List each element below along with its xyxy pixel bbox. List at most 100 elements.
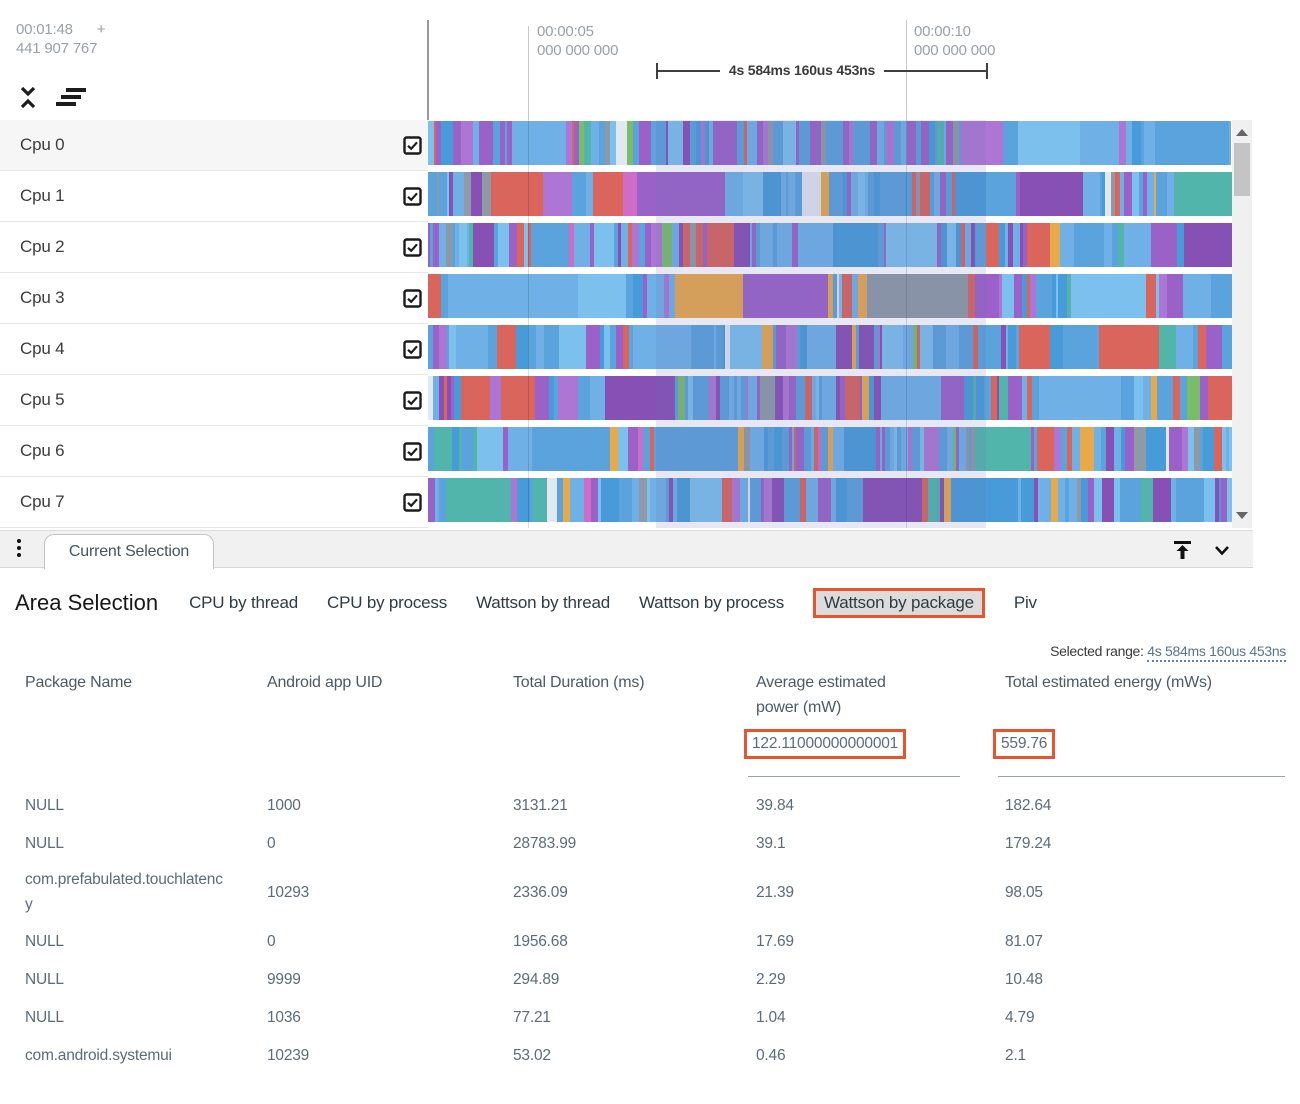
slice[interactable] (831, 478, 836, 522)
slice[interactable] (1052, 274, 1056, 318)
slice[interactable] (715, 325, 723, 369)
slice[interactable] (1068, 223, 1074, 267)
slice[interactable] (503, 427, 509, 471)
slice[interactable] (852, 478, 858, 522)
slice[interactable] (578, 376, 585, 420)
slice[interactable] (1012, 172, 1016, 216)
slice[interactable] (897, 121, 901, 165)
slice[interactable] (600, 325, 604, 369)
slice[interactable] (628, 427, 636, 471)
slice[interactable] (1032, 376, 1039, 420)
column-header[interactable]: Android app UID (267, 674, 383, 691)
slice[interactable] (955, 223, 961, 267)
slice[interactable] (883, 121, 887, 165)
sort-tracks-icon[interactable] (56, 85, 90, 110)
slice[interactable] (1043, 427, 1047, 471)
slice[interactable] (1138, 172, 1143, 216)
slice[interactable] (926, 121, 930, 165)
slice[interactable] (846, 325, 853, 369)
slice[interactable] (857, 121, 866, 165)
slice[interactable] (451, 427, 456, 471)
slice[interactable] (440, 427, 446, 471)
slice[interactable] (977, 325, 983, 369)
slice[interactable] (1098, 223, 1104, 267)
slice[interactable] (1119, 121, 1127, 165)
slice[interactable] (479, 121, 487, 165)
slice[interactable] (921, 478, 928, 522)
slice[interactable] (569, 223, 574, 267)
slice[interactable] (867, 274, 874, 318)
slice[interactable] (828, 427, 834, 471)
slice[interactable] (435, 478, 439, 522)
detail-tab-cpu-by-thread[interactable]: CPU by thread (189, 593, 298, 612)
slice[interactable] (535, 427, 543, 471)
slice[interactable] (1200, 376, 1209, 420)
slice[interactable] (476, 427, 481, 471)
slice[interactable] (573, 223, 577, 267)
slice[interactable] (767, 223, 774, 267)
slice[interactable] (571, 121, 575, 165)
slice[interactable] (696, 478, 701, 522)
slice[interactable] (852, 325, 856, 369)
slice[interactable] (788, 427, 793, 471)
slice[interactable] (480, 427, 484, 471)
track-slices[interactable] (428, 427, 1232, 471)
slice[interactable] (880, 376, 929, 420)
slice[interactable] (674, 121, 683, 165)
scrollbar-down-arrow[interactable] (1236, 512, 1248, 519)
slice[interactable] (491, 172, 498, 216)
slice[interactable] (796, 376, 802, 420)
column-header[interactable]: Average estimated power (mW) (756, 674, 886, 716)
slice[interactable] (728, 376, 734, 420)
slice[interactable] (835, 325, 841, 369)
slice[interactable] (886, 121, 895, 165)
slice[interactable] (1182, 274, 1187, 318)
slice[interactable] (593, 121, 599, 165)
slice[interactable] (1088, 172, 1092, 216)
slice[interactable] (1127, 376, 1134, 420)
track-checkbox[interactable] (403, 186, 422, 206)
slice[interactable] (798, 121, 803, 165)
slice[interactable] (874, 376, 881, 420)
slice[interactable] (794, 427, 797, 471)
slice[interactable] (650, 274, 657, 318)
slice[interactable] (839, 376, 845, 420)
slice[interactable] (1099, 172, 1103, 216)
slice[interactable] (1022, 376, 1027, 420)
slice[interactable] (756, 121, 763, 165)
slice[interactable] (493, 121, 501, 165)
slice[interactable] (542, 427, 595, 471)
slice[interactable] (737, 121, 745, 165)
slice[interactable] (986, 172, 990, 216)
slice[interactable] (577, 478, 584, 522)
slice[interactable] (524, 223, 528, 267)
slice[interactable] (784, 223, 790, 267)
slice[interactable] (586, 172, 594, 216)
slice[interactable] (690, 121, 696, 165)
slice[interactable] (1133, 376, 1141, 420)
slice[interactable] (1158, 274, 1167, 318)
slice[interactable] (584, 376, 590, 420)
slice[interactable] (1222, 325, 1228, 369)
slice[interactable] (428, 274, 434, 318)
slice[interactable] (839, 478, 845, 522)
slice[interactable] (763, 427, 769, 471)
slice[interactable] (1046, 427, 1054, 471)
slice[interactable] (480, 325, 488, 369)
slice[interactable] (965, 427, 969, 471)
slice[interactable] (1019, 325, 1026, 369)
slice[interactable] (963, 376, 970, 420)
slice[interactable] (1026, 274, 1030, 318)
slice[interactable] (512, 121, 567, 165)
slice[interactable] (1225, 376, 1232, 420)
slice[interactable] (496, 325, 505, 369)
slice[interactable] (724, 478, 732, 522)
slice[interactable] (1121, 376, 1128, 420)
slice[interactable] (953, 223, 956, 267)
slice[interactable] (1119, 172, 1124, 216)
slice[interactable] (1050, 223, 1055, 267)
slice[interactable] (778, 223, 785, 267)
slice[interactable] (699, 376, 706, 420)
slice[interactable] (912, 325, 917, 369)
slice[interactable] (1039, 274, 1047, 318)
